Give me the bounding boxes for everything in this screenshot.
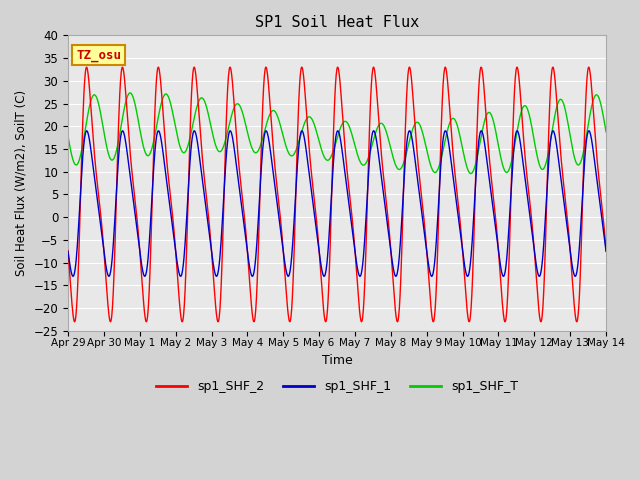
sp1_SHF_T	[371, 133, 378, 139]
sp1_SHF_T	[314, 132, 321, 138]
sp1_SHF_2	[304, 128, 312, 134]
Title: SP1 Soil Heat Flux: SP1 Soil Heat Flux	[255, 15, 419, 30]
sp1_SHF_2	[314, 228, 321, 234]
sp1_SHF_T	[106, 155, 113, 160]
Line: sp1_SHF_2: sp1_SHF_2	[68, 67, 606, 322]
sp1_SHF_1	[64, 249, 72, 254]
sp1_SHF_T	[467, 171, 475, 177]
sp1_SHF_1	[314, 236, 321, 241]
Line: sp1_SHF_T: sp1_SHF_T	[68, 93, 606, 174]
sp1_SHF_T	[602, 129, 610, 135]
sp1_SHF_2	[293, 161, 301, 167]
X-axis label: Time: Time	[322, 354, 353, 367]
sp1_SHF_1	[371, 129, 378, 135]
sp1_SHF_2	[602, 248, 610, 253]
sp1_SHF_2	[106, 317, 113, 323]
sp1_SHF_1	[119, 128, 127, 134]
sp1_SHF_2	[371, 68, 378, 73]
Y-axis label: Soil Heat Flux (W/m2), SoilT (C): Soil Heat Flux (W/m2), SoilT (C)	[15, 90, 28, 276]
sp1_SHF_1	[128, 187, 136, 193]
sp1_SHF_1	[293, 173, 301, 179]
Text: TZ_osu: TZ_osu	[76, 48, 121, 61]
sp1_SHF_1	[572, 274, 579, 279]
sp1_SHF_1	[106, 273, 113, 278]
sp1_SHF_T	[126, 90, 134, 96]
sp1_SHF_2	[214, 319, 222, 324]
sp1_SHF_2	[442, 64, 449, 70]
Line: sp1_SHF_1: sp1_SHF_1	[68, 131, 606, 276]
sp1_SHF_T	[128, 92, 136, 97]
sp1_SHF_2	[128, 165, 136, 171]
sp1_SHF_1	[602, 249, 610, 254]
sp1_SHF_2	[64, 248, 72, 253]
sp1_SHF_T	[293, 145, 301, 151]
sp1_SHF_T	[64, 133, 72, 139]
sp1_SHF_1	[304, 160, 312, 166]
Legend: sp1_SHF_2, sp1_SHF_1, sp1_SHF_T: sp1_SHF_2, sp1_SHF_1, sp1_SHF_T	[151, 375, 524, 398]
sp1_SHF_T	[304, 115, 312, 120]
